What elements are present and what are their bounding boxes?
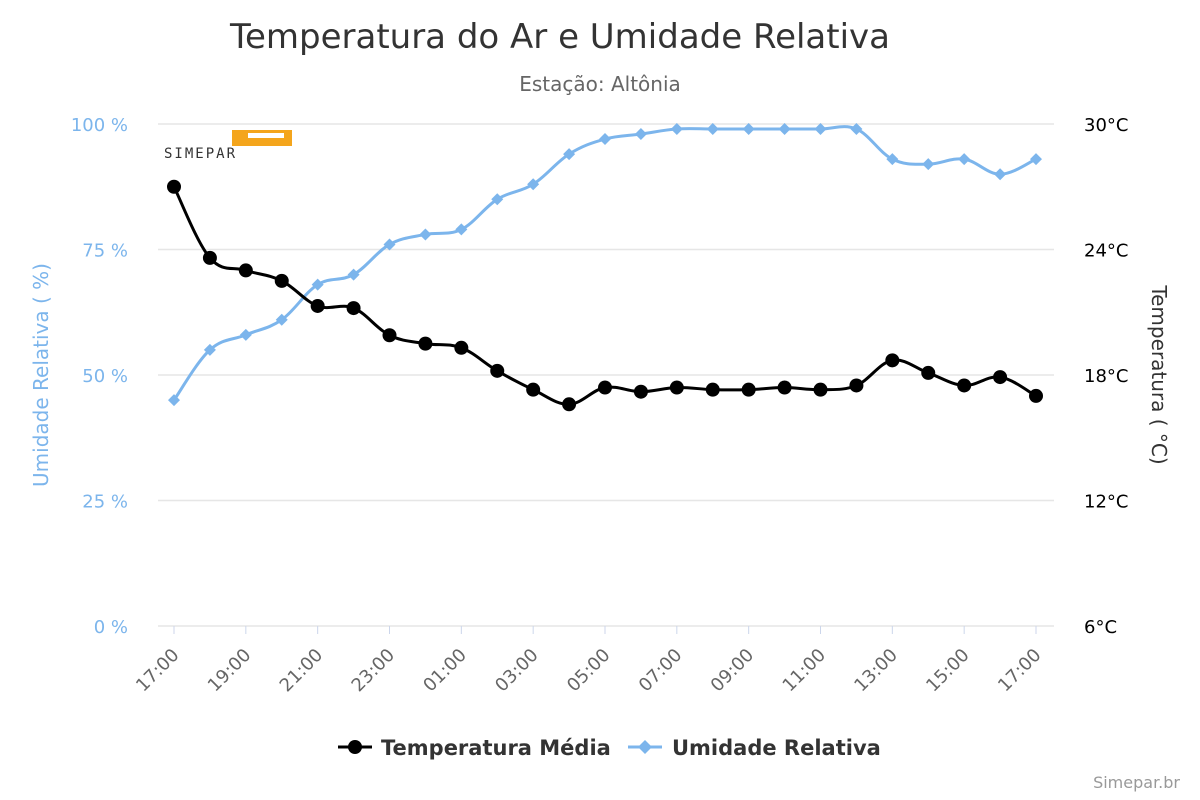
legend-item-temperatura[interactable]: Temperatura Média	[338, 736, 611, 760]
point-umidade[interactable]	[850, 123, 863, 136]
x-tick-label: 17:00	[132, 645, 184, 697]
point-umidade[interactable]	[168, 394, 180, 407]
x-tick-label: 09:00	[707, 645, 759, 697]
logo-notch	[248, 133, 284, 138]
point-temperatura[interactable]	[957, 378, 972, 393]
point-umidade[interactable]	[742, 123, 755, 136]
point-umidade[interactable]	[383, 238, 396, 251]
point-umidade[interactable]	[419, 228, 432, 241]
right-tick-label: 12°C	[1084, 492, 1128, 513]
logo-text: SIMEPAR	[164, 146, 237, 162]
point-temperatura[interactable]	[454, 340, 469, 355]
x-axis-ticks: 17:00 19:00 21:00 23:00 01:00 03:00 05:00 07:00…	[132, 626, 1046, 696]
series-temperatura[interactable]	[167, 179, 1043, 412]
point-temperatura[interactable]	[741, 382, 756, 397]
point-temperatura[interactable]	[562, 397, 577, 412]
point-umidade[interactable]	[239, 328, 252, 341]
point-umidade[interactable]	[563, 148, 576, 161]
point-temperatura[interactable]	[274, 273, 289, 288]
right-tick-label: 6°C	[1084, 617, 1117, 638]
point-umidade[interactable]	[311, 278, 324, 291]
point-temperatura[interactable]	[669, 380, 684, 395]
left-tick-label: 100 %	[71, 115, 128, 136]
left-tick-label: 25 %	[82, 492, 128, 513]
x-tick-label: 11:00	[779, 645, 831, 697]
point-temperatura[interactable]	[490, 363, 505, 378]
point-umidade[interactable]	[347, 268, 360, 281]
line-umidade	[172, 125, 1037, 401]
point-temperatura[interactable]	[813, 382, 828, 397]
point-temperatura[interactable]	[167, 179, 181, 194]
point-temperatura[interactable]	[777, 380, 792, 395]
left-axis-title: Umidade Relativa ( %)	[29, 263, 53, 487]
right-axis-ticks: 6°C 12°C 18°C 24°C 30°C	[1084, 115, 1128, 638]
point-temperatura[interactable]	[849, 378, 864, 393]
legend[interactable]: Temperatura Média Umidade Relativa	[338, 736, 881, 760]
x-tick-label: 03:00	[491, 645, 543, 697]
point-temperatura[interactable]	[418, 336, 433, 351]
point-umidade[interactable]	[275, 313, 288, 326]
left-axis-ticks: 0 % 25 % 50 % 75 % 100 %	[71, 115, 128, 638]
legend-item-umidade[interactable]: Umidade Relativa	[628, 736, 881, 760]
point-umidade[interactable]	[886, 153, 899, 166]
point-umidade[interactable]	[994, 168, 1007, 181]
point-umidade[interactable]	[778, 123, 791, 136]
left-tick-label: 75 %	[82, 241, 128, 262]
credits-link[interactable]: Simepar.br	[1093, 773, 1180, 792]
point-umidade[interactable]	[599, 133, 611, 146]
legend-marker-umidade	[638, 740, 652, 754]
point-temperatura[interactable]	[202, 250, 217, 265]
point-umidade[interactable]	[491, 193, 504, 206]
point-temperatura[interactable]	[310, 298, 325, 313]
left-tick-label: 0 %	[94, 617, 128, 638]
point-umidade[interactable]	[634, 128, 647, 141]
x-tick-label: 07:00	[635, 645, 687, 697]
point-umidade[interactable]	[1030, 153, 1042, 166]
point-umidade[interactable]	[670, 123, 683, 136]
point-temperatura[interactable]	[993, 370, 1008, 385]
right-tick-label: 24°C	[1084, 241, 1128, 262]
point-temperatura[interactable]	[1029, 388, 1043, 403]
point-umidade[interactable]	[814, 123, 827, 136]
right-tick-label: 18°C	[1084, 366, 1128, 387]
point-temperatura[interactable]	[705, 382, 720, 397]
line-temperatura	[172, 186, 1037, 406]
point-umidade[interactable]	[455, 223, 468, 236]
simepar-logo: SIMEPAR	[164, 130, 292, 162]
chart-title: Temperatura do Ar e Umidade Relativa	[229, 17, 890, 57]
legend-label-umidade: Umidade Relativa	[672, 736, 881, 760]
x-tick-label: 17:00	[994, 645, 1046, 697]
point-umidade[interactable]	[958, 153, 971, 166]
point-umidade[interactable]	[527, 178, 540, 191]
x-tick-label: 19:00	[204, 645, 256, 697]
point-temperatura[interactable]	[346, 301, 361, 316]
legend-marker-temperatura	[348, 740, 362, 754]
series-layer	[167, 123, 1043, 412]
chart-subtitle: Estação: Altônia	[519, 72, 681, 96]
point-temperatura[interactable]	[633, 384, 648, 399]
legend-label-temperatura: Temperatura Média	[381, 736, 611, 760]
left-tick-label: 50 %	[82, 366, 128, 387]
x-tick-label: 21:00	[276, 645, 328, 697]
point-umidade[interactable]	[706, 123, 719, 136]
point-temperatura[interactable]	[382, 328, 397, 343]
right-axis-title: Temperatura ( °C)	[1147, 284, 1171, 464]
x-tick-label: 13:00	[850, 645, 902, 697]
series-umidade[interactable]	[168, 123, 1042, 407]
point-temperatura[interactable]	[921, 365, 936, 380]
point-umidade[interactable]	[203, 343, 216, 356]
x-tick-label: 15:00	[922, 645, 974, 697]
point-temperatura[interactable]	[526, 382, 541, 397]
point-umidade[interactable]	[922, 158, 935, 171]
right-tick-label: 30°C	[1084, 115, 1128, 136]
x-tick-label: 23:00	[348, 645, 400, 697]
point-temperatura[interactable]	[598, 380, 612, 395]
gridlines	[158, 123, 1054, 627]
x-tick-label: 05:00	[563, 645, 615, 697]
point-temperatura[interactable]	[238, 263, 253, 278]
point-temperatura[interactable]	[885, 353, 900, 368]
x-tick-label: 01:00	[419, 645, 471, 697]
